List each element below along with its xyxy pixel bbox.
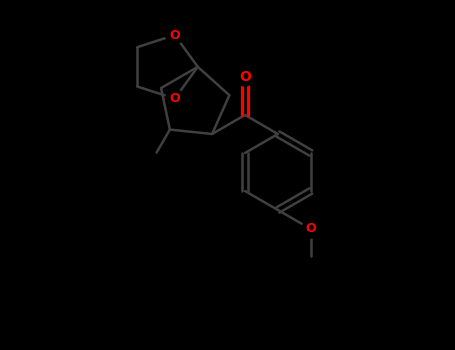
- Circle shape: [166, 90, 184, 108]
- Text: O: O: [239, 70, 251, 84]
- Circle shape: [166, 26, 184, 44]
- Circle shape: [302, 220, 320, 238]
- Text: O: O: [169, 29, 180, 42]
- Text: O: O: [169, 92, 180, 105]
- Circle shape: [236, 68, 254, 86]
- Text: O: O: [305, 223, 316, 236]
